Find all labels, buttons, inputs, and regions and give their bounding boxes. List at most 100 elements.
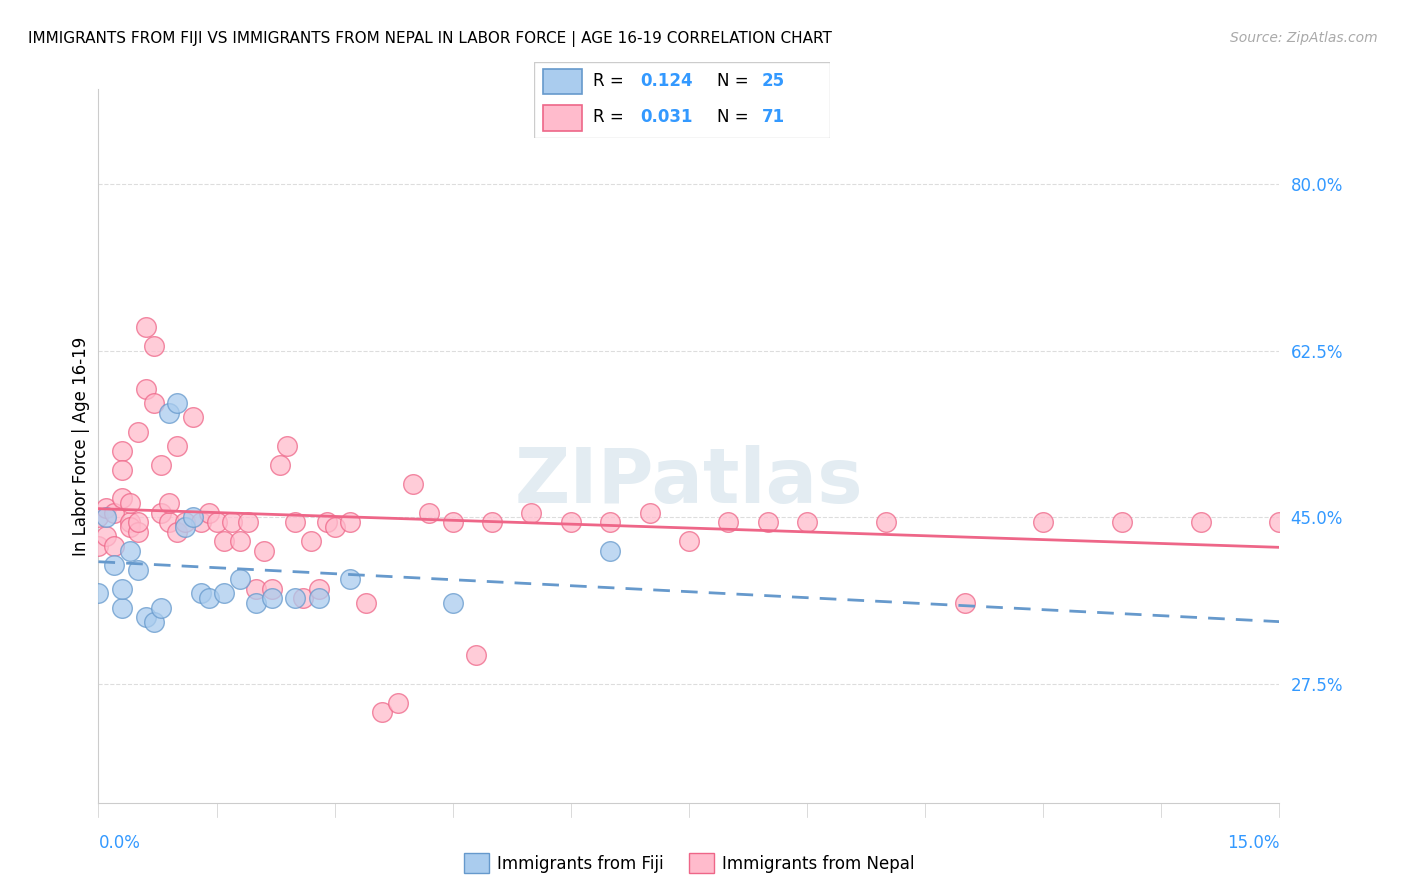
Point	[87, 586, 110, 600]
Point	[481, 515, 503, 529]
Text: Source: ZipAtlas.com: Source: ZipAtlas.com	[1230, 31, 1378, 45]
Text: ZIPatlas: ZIPatlas	[515, 445, 863, 518]
Point	[1347, 515, 1369, 529]
Point	[157, 515, 180, 529]
Point	[111, 443, 134, 458]
Point	[284, 591, 307, 606]
Point	[118, 543, 141, 558]
Legend: Immigrants from Fiji, Immigrants from Nepal: Immigrants from Fiji, Immigrants from Ne…	[457, 847, 921, 880]
Point	[142, 339, 165, 353]
Point	[717, 515, 740, 529]
Point	[166, 396, 188, 410]
Point	[323, 520, 346, 534]
Point	[127, 515, 149, 529]
Point	[150, 506, 173, 520]
Point	[418, 506, 440, 520]
Point	[87, 539, 110, 553]
Point	[205, 515, 228, 529]
Point	[520, 506, 543, 520]
Point	[127, 563, 149, 577]
Point	[221, 515, 243, 529]
Point	[214, 586, 236, 600]
Point	[260, 591, 283, 606]
Point	[87, 510, 110, 524]
Point	[253, 543, 276, 558]
Point	[1111, 515, 1133, 529]
FancyBboxPatch shape	[543, 69, 582, 95]
Point	[96, 529, 118, 543]
Point	[875, 515, 897, 529]
Point	[441, 515, 464, 529]
Text: 15.0%: 15.0%	[1227, 834, 1279, 852]
Point	[214, 534, 236, 549]
Point	[292, 591, 315, 606]
Point	[103, 506, 125, 520]
Text: IMMIGRANTS FROM FIJI VS IMMIGRANTS FROM NEPAL IN LABOR FORCE | AGE 16-19 CORRELA: IMMIGRANTS FROM FIJI VS IMMIGRANTS FROM …	[28, 31, 832, 47]
Text: N =: N =	[717, 108, 754, 126]
Point	[150, 458, 173, 472]
Text: 0.0%: 0.0%	[98, 834, 141, 852]
Point	[236, 515, 259, 529]
Point	[1268, 515, 1291, 529]
Point	[166, 439, 188, 453]
Text: 0.031: 0.031	[641, 108, 693, 126]
Point	[111, 582, 134, 596]
Point	[190, 515, 212, 529]
Point	[315, 515, 337, 529]
FancyBboxPatch shape	[534, 62, 830, 138]
Point	[135, 610, 157, 624]
Point	[181, 510, 204, 524]
Point	[166, 524, 188, 539]
Point	[135, 382, 157, 396]
Point	[599, 543, 621, 558]
Point	[465, 648, 488, 663]
Point	[96, 510, 118, 524]
Point	[103, 539, 125, 553]
Point	[229, 572, 252, 586]
Point	[339, 572, 361, 586]
Point	[796, 515, 818, 529]
FancyBboxPatch shape	[543, 105, 582, 130]
Point	[229, 534, 252, 549]
Point	[441, 596, 464, 610]
Point	[354, 596, 377, 610]
Text: N =: N =	[717, 71, 754, 89]
Point	[197, 591, 219, 606]
Point	[1189, 515, 1212, 529]
Point	[560, 515, 582, 529]
Point	[402, 477, 425, 491]
Point	[127, 425, 149, 439]
Point	[276, 439, 298, 453]
Text: 0.124: 0.124	[641, 71, 693, 89]
Point	[245, 596, 267, 610]
Point	[953, 596, 976, 610]
Point	[118, 520, 141, 534]
Point	[638, 506, 661, 520]
Point	[190, 586, 212, 600]
Point	[142, 396, 165, 410]
Point	[181, 410, 204, 425]
Point	[260, 582, 283, 596]
Point	[599, 515, 621, 529]
Point	[174, 520, 197, 534]
Point	[284, 515, 307, 529]
Point	[118, 496, 141, 510]
Point	[150, 600, 173, 615]
Text: 25: 25	[762, 71, 785, 89]
Point	[387, 696, 409, 710]
Point	[103, 558, 125, 572]
Y-axis label: In Labor Force | Age 16-19: In Labor Force | Age 16-19	[72, 336, 90, 556]
Point	[269, 458, 291, 472]
Point	[118, 515, 141, 529]
Point	[308, 591, 330, 606]
Point	[371, 706, 394, 720]
Point	[678, 534, 700, 549]
Point	[111, 600, 134, 615]
Point	[142, 615, 165, 629]
Point	[245, 582, 267, 596]
Point	[308, 582, 330, 596]
Point	[111, 491, 134, 506]
Point	[157, 496, 180, 510]
Point	[197, 506, 219, 520]
Point	[157, 406, 180, 420]
